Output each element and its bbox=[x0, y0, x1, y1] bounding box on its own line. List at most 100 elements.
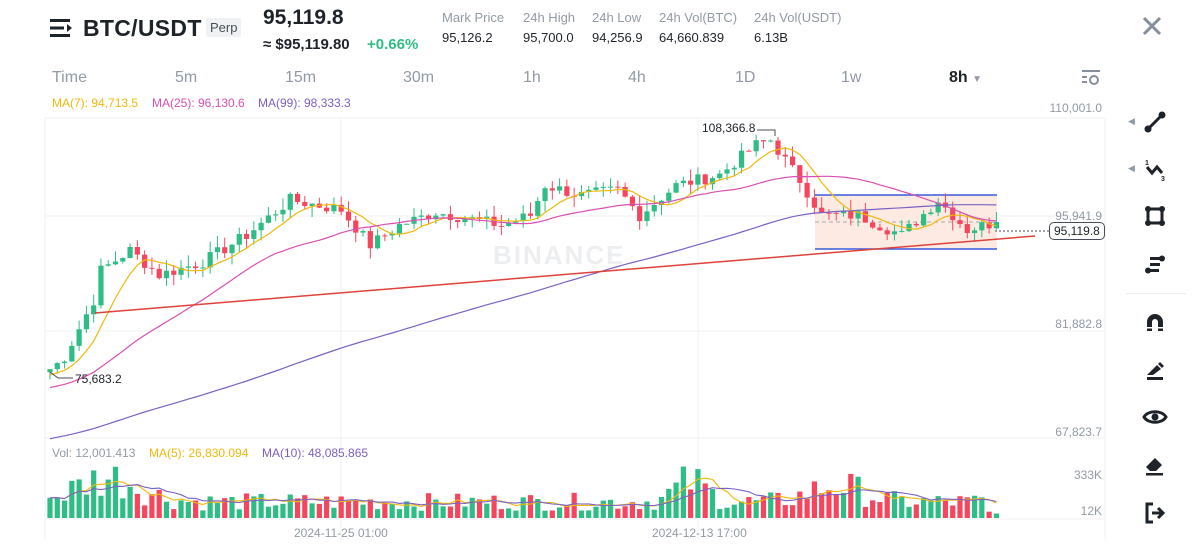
candle-body bbox=[287, 193, 293, 210]
volume-bar bbox=[411, 506, 417, 518]
eraser-icon[interactable] bbox=[1142, 452, 1168, 478]
candle-body bbox=[746, 150, 752, 152]
stat-24h-vol-btc: 24h Vol(BTC) 64,660.839 bbox=[659, 10, 738, 45]
volume-bar bbox=[112, 466, 119, 518]
symbol-title[interactable]: BTC/USDT bbox=[83, 15, 202, 41]
volume-bar bbox=[651, 509, 657, 518]
fibonacci-tool-icon[interactable]: 13 bbox=[1142, 157, 1168, 183]
candle-body bbox=[615, 186, 621, 188]
stat-24h-low: 24h Low 94,256.9 bbox=[592, 10, 643, 45]
tab-1w[interactable]: 1w bbox=[841, 69, 862, 86]
volume-bar bbox=[200, 510, 206, 518]
expand-arrow-icon[interactable]: ◀ bbox=[1128, 163, 1135, 173]
candle-body bbox=[382, 235, 388, 237]
candle-body bbox=[826, 212, 832, 214]
candle-body bbox=[222, 247, 228, 254]
candle-body bbox=[884, 230, 890, 235]
tab-5m[interactable]: 5m bbox=[175, 69, 198, 86]
exit-icon[interactable] bbox=[1142, 500, 1168, 526]
chart-settings-icon[interactable] bbox=[1082, 70, 1100, 86]
menu-icon[interactable] bbox=[50, 18, 74, 38]
candle-body bbox=[229, 244, 235, 254]
volume-bar bbox=[811, 481, 817, 518]
tab-15m[interactable]: 15m bbox=[285, 69, 317, 86]
volume-bar bbox=[353, 500, 359, 518]
eye-icon[interactable] bbox=[1142, 404, 1168, 430]
candle-body bbox=[950, 207, 956, 221]
toolbar-divider bbox=[1126, 293, 1186, 294]
volume-bar bbox=[367, 499, 373, 518]
candle-body bbox=[105, 264, 111, 266]
volume-bar bbox=[935, 496, 941, 518]
candle-body bbox=[353, 220, 359, 233]
volume-bar bbox=[549, 510, 555, 518]
volume-bar bbox=[382, 502, 388, 518]
candle-body bbox=[702, 174, 708, 185]
pencil-icon[interactable] bbox=[1142, 357, 1168, 383]
candle-body bbox=[637, 206, 643, 222]
parallel-lines-tool-icon[interactable] bbox=[1142, 252, 1168, 278]
close-icon[interactable] bbox=[1140, 14, 1164, 38]
tab-8h[interactable]: 8h ▼ bbox=[949, 69, 983, 86]
candle-body bbox=[833, 212, 839, 214]
volume-bar bbox=[666, 488, 672, 518]
volume-bar bbox=[83, 494, 89, 518]
volume-bar bbox=[724, 507, 730, 518]
candle-body bbox=[324, 207, 330, 212]
candle-body bbox=[243, 234, 250, 239]
candle-body bbox=[870, 222, 876, 228]
magnet-icon[interactable] bbox=[1142, 309, 1168, 335]
volume-bar bbox=[884, 492, 890, 518]
trend-line-tool-icon[interactable] bbox=[1142, 109, 1168, 135]
volume-bar bbox=[76, 479, 82, 518]
volume-bar bbox=[695, 469, 701, 518]
volume-bar bbox=[294, 498, 301, 518]
volume-axis-label: 333K bbox=[1073, 468, 1102, 482]
candle-body bbox=[134, 247, 140, 255]
volume-bar bbox=[644, 501, 650, 518]
candle-body bbox=[986, 222, 992, 229]
volume-bar bbox=[986, 511, 992, 518]
volume-bar bbox=[957, 496, 963, 518]
volume-bar bbox=[243, 493, 250, 518]
volume-bar bbox=[469, 497, 475, 518]
tab-30m[interactable]: 30m bbox=[403, 69, 435, 86]
volume-bar bbox=[324, 496, 330, 518]
volume-bar bbox=[557, 507, 563, 518]
candle-body bbox=[61, 361, 68, 364]
volume-bar bbox=[185, 502, 191, 518]
volume-bar bbox=[688, 489, 694, 518]
tab-1d[interactable]: 1D bbox=[735, 69, 756, 86]
volume-bar bbox=[979, 497, 985, 518]
candle-body bbox=[848, 210, 854, 219]
volume-bar bbox=[506, 508, 512, 518]
candle-body bbox=[178, 267, 184, 275]
candle-body bbox=[193, 266, 199, 269]
candle-body bbox=[593, 187, 599, 190]
candle-body bbox=[69, 345, 75, 362]
expand-arrow-icon[interactable]: ◀ bbox=[1128, 116, 1135, 126]
candle-body bbox=[47, 369, 53, 373]
candle-body bbox=[862, 211, 868, 223]
high-annotation: 108,366.8 bbox=[702, 121, 756, 135]
tab-4h[interactable]: 4h bbox=[628, 69, 646, 86]
candle-body bbox=[753, 140, 759, 152]
volume-bar bbox=[717, 508, 723, 518]
volume-bar bbox=[775, 492, 781, 518]
candle-body bbox=[819, 207, 825, 213]
svg-text:1: 1 bbox=[1145, 160, 1149, 167]
candle-body bbox=[840, 210, 847, 214]
volume-bar bbox=[855, 476, 861, 518]
volume-bar bbox=[942, 500, 949, 518]
tab-time[interactable]: Time bbox=[52, 69, 87, 86]
candle-body bbox=[666, 192, 672, 201]
volume-bar bbox=[782, 505, 788, 518]
volume-bar bbox=[513, 510, 519, 518]
candle-body bbox=[433, 215, 439, 220]
volume-bar bbox=[127, 486, 133, 518]
volume-bar bbox=[913, 504, 919, 518]
rectangle-tool-icon[interactable] bbox=[1142, 203, 1168, 229]
volume-bar bbox=[870, 500, 876, 518]
tab-1h[interactable]: 1h bbox=[523, 69, 541, 86]
